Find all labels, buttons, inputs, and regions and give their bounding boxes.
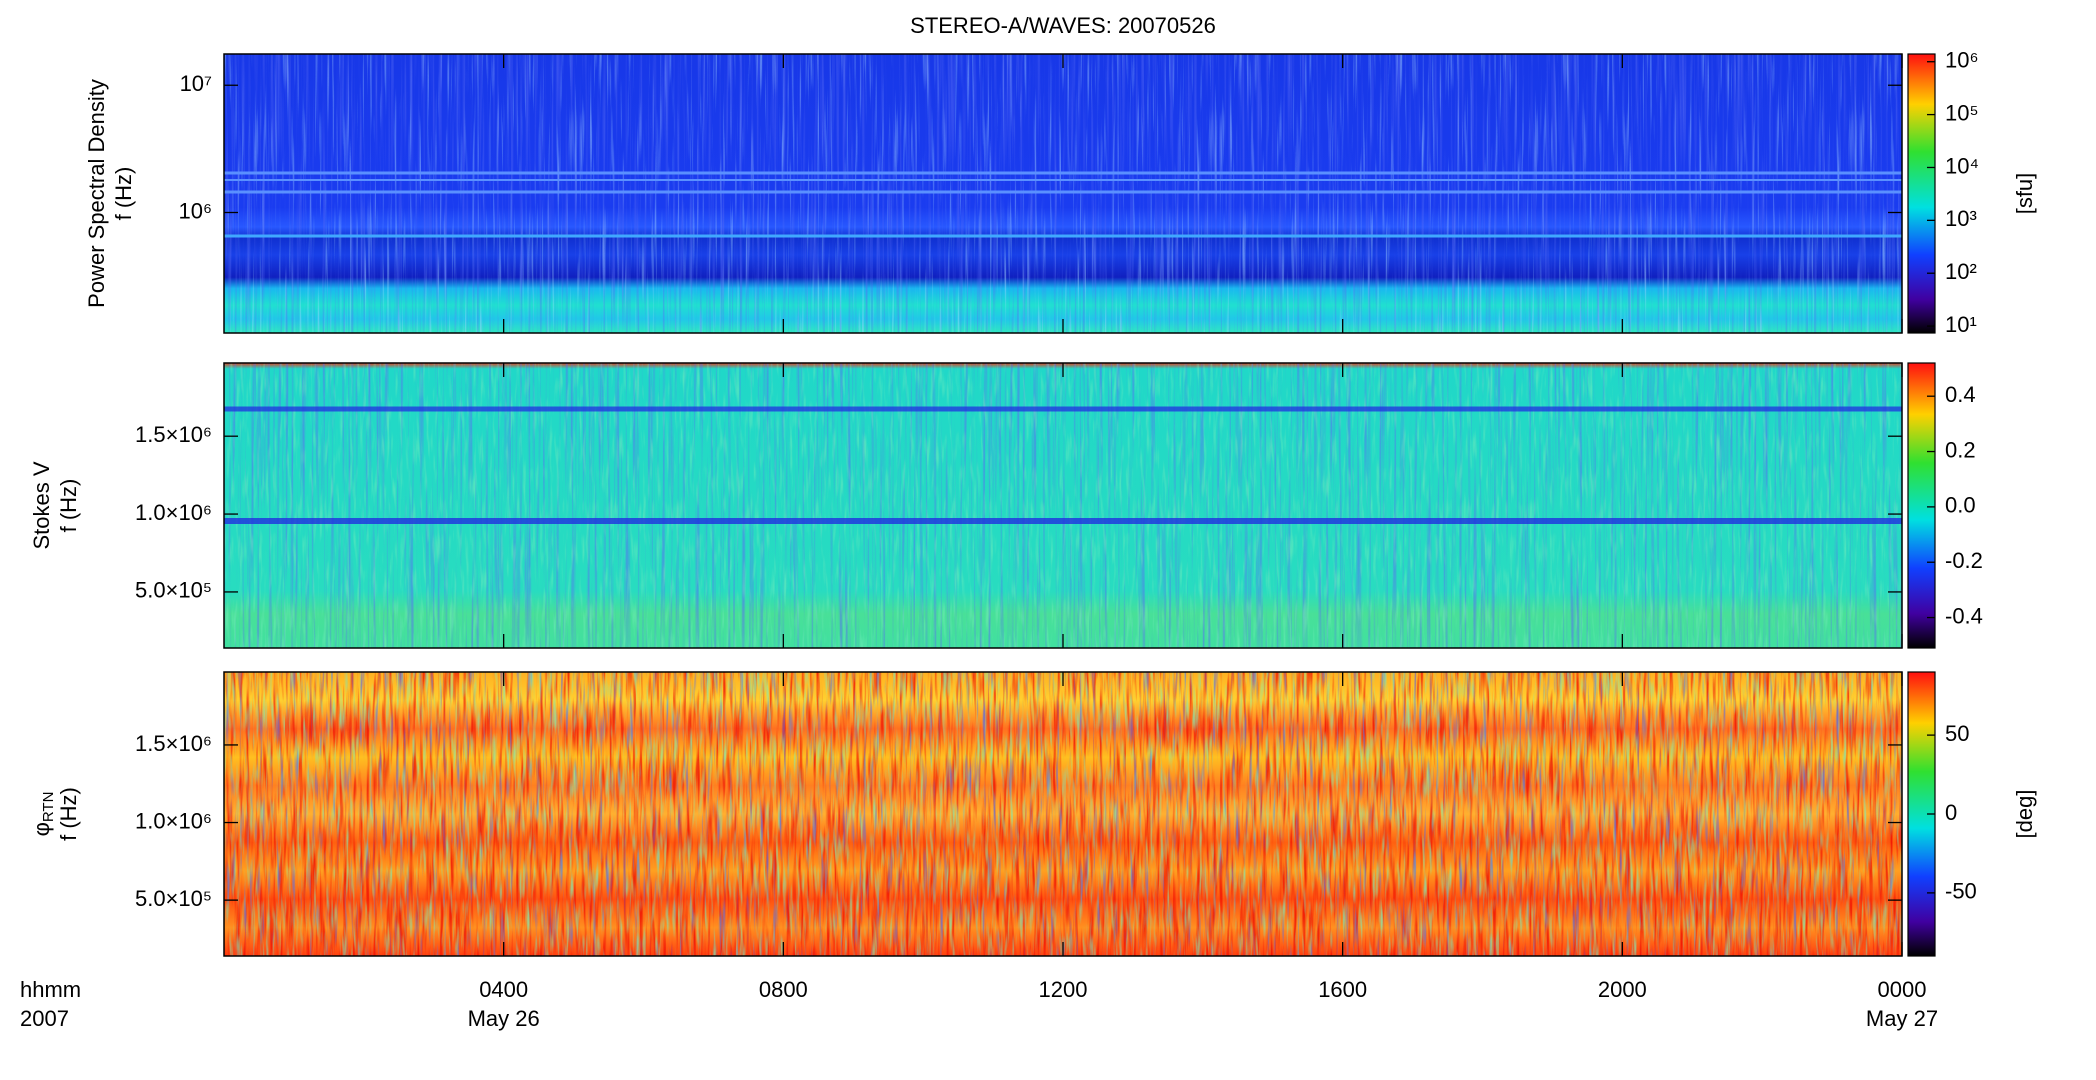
colorbar-tick-label: 0.2 [1945, 437, 1976, 462]
colorbar-tick-label: 10⁶ [1945, 48, 1979, 73]
colorbar-tick-label: 10⁴ [1945, 153, 1979, 178]
colorbar-tick-label: -0.2 [1945, 548, 1983, 573]
x-tick-label: 0400 [479, 977, 528, 1002]
y-tick-label: 1.0×10⁶ [135, 500, 212, 525]
colorbar-tick-label: 0.0 [1945, 493, 1976, 518]
y-tick-label: 1.0×10⁶ [135, 808, 212, 833]
x-date-label: May 27 [1866, 1006, 1938, 1031]
x-tick-label: 0000 [1878, 977, 1927, 1002]
x-tick-label: 1200 [1039, 977, 1088, 1002]
y-tick-label: 10⁶ [178, 198, 212, 223]
colorbar [1907, 362, 1936, 649]
colorbar-tick-label: -0.4 [1945, 603, 1983, 628]
spectrogram-1 [224, 54, 1902, 333]
y-tick-label: 5.0×10⁵ [135, 578, 212, 603]
y-axis-label: f (Hz) [56, 479, 81, 533]
colorbar-tick-label: -50 [1945, 879, 1977, 904]
colorbar-tick-label: 50 [1945, 721, 1969, 746]
colorbar-tick-label: 10¹ [1945, 312, 1977, 337]
colorbar-tick-label: 10³ [1945, 206, 1977, 231]
colorbar-tick-label: 10² [1945, 259, 1977, 284]
y-axis-label: f (Hz) [111, 167, 136, 221]
chart-title: STEREO-A/WAVES: 20070526 [910, 13, 1216, 38]
x-tick-label: 1600 [1318, 977, 1367, 1002]
colorbar-tick-label: 10⁵ [1945, 100, 1979, 125]
x-axis-label: 2007 [20, 1006, 69, 1031]
x-tick-label: 0800 [759, 977, 808, 1002]
y-axis-label: f (Hz) [56, 787, 81, 841]
x-date-label: May 26 [468, 1006, 540, 1031]
spectrogram-2 [224, 363, 1902, 648]
y-axis-label: Stokes V [29, 461, 54, 549]
spectrogram-3 [224, 672, 1902, 956]
y-axis-label-subscript: RTN [40, 792, 57, 823]
colorbar [1907, 53, 1936, 334]
colorbar-label: [sfu] [2012, 173, 2037, 215]
y-axis-label: φRTN [29, 792, 57, 837]
x-tick-label: 2000 [1598, 977, 1647, 1002]
y-axis-label: Power Spectral Density [84, 79, 109, 308]
y-tick-label: 1.5×10⁶ [135, 731, 212, 756]
colorbar-tick-label: 0 [1945, 800, 1957, 825]
colorbar-label: [deg] [2012, 790, 2037, 839]
colorbar-tick-label: 0.4 [1945, 382, 1976, 407]
y-tick-label: 5.0×10⁵ [135, 886, 212, 911]
y-tick-label: 1.5×10⁶ [135, 422, 212, 447]
y-tick-label: 10⁷ [180, 71, 212, 96]
x-axis-label: hhmm [20, 977, 81, 1002]
